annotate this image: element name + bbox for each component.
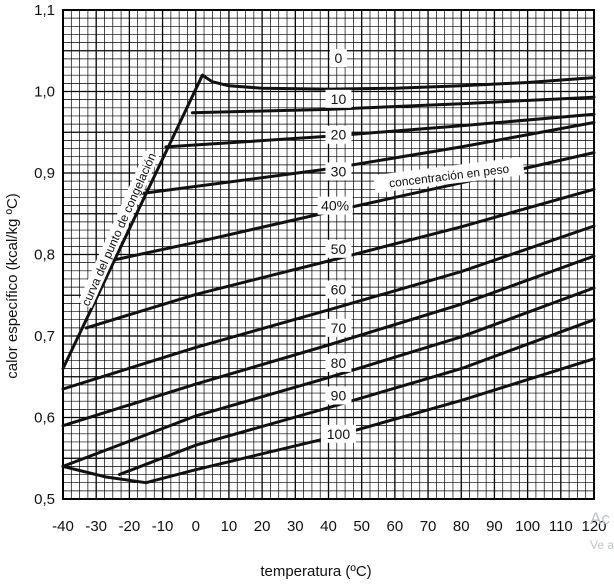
x-tick-label: 50 bbox=[353, 518, 370, 535]
curve-label-50: 50 bbox=[331, 241, 347, 257]
series-line-0 bbox=[200, 73, 596, 91]
x-tick-label: 40 bbox=[320, 518, 337, 535]
curve-label-bg bbox=[325, 318, 352, 337]
freezing-curve-annotation: curva del punto de congelación bbox=[77, 150, 160, 309]
x-tick-label: 0 bbox=[192, 518, 200, 535]
watermark: Ac Ve a bbox=[590, 509, 614, 552]
x-tick-label: 100 bbox=[515, 518, 540, 535]
x-tick-label: 30 bbox=[287, 518, 304, 535]
y-axis-title: calor específico (kcal/kg ºC) bbox=[4, 193, 21, 379]
curve-label-10: 10 bbox=[331, 91, 347, 107]
curve-label-0: 0 bbox=[335, 50, 343, 66]
y-tick-label: 0,6 bbox=[34, 410, 55, 427]
curve-label-bg bbox=[325, 353, 352, 372]
y-tick-label: 0,8 bbox=[34, 247, 55, 264]
curve-label-80: 80 bbox=[331, 355, 347, 371]
x-tick-label: -40 bbox=[52, 518, 74, 535]
curve-label-bg bbox=[317, 196, 353, 215]
curve-label-40: 40% bbox=[321, 198, 349, 214]
plot-frame bbox=[62, 9, 595, 500]
freezing-curve-annotation-text: curva del punto de congelación bbox=[79, 151, 159, 308]
x-tick-label: 60 bbox=[387, 518, 404, 535]
series-line-30 bbox=[141, 121, 596, 195]
x-tick-label: 10 bbox=[221, 518, 238, 535]
x-tick-labels: -40 -30 -20 -10 0 10 20 30 40 50 60 70 80 90 100 110 120 bbox=[52, 518, 606, 535]
series-line-10 bbox=[190, 95, 596, 115]
lower-boundary-line bbox=[61, 464, 148, 485]
x-axis-title: temperatura (ºC) bbox=[260, 563, 371, 580]
curve-label-bg bbox=[325, 386, 352, 405]
watermark-line-1: Ac bbox=[590, 509, 610, 528]
x-tick-label: -20 bbox=[119, 518, 141, 535]
concentration-annotation-bg bbox=[373, 156, 525, 194]
concentration-annotation: concentración en peso bbox=[373, 156, 525, 194]
series-line-70 bbox=[61, 254, 596, 428]
y-tick-label: 1,0 bbox=[34, 84, 55, 101]
curve-label-bg bbox=[325, 125, 352, 144]
curve-label-bg bbox=[320, 424, 356, 443]
curve-label-70: 70 bbox=[331, 320, 347, 336]
curve-label-bg bbox=[325, 239, 352, 258]
freezing-curve-line bbox=[61, 73, 204, 371]
curve-label-bg bbox=[329, 49, 347, 68]
series-line-80 bbox=[61, 286, 596, 468]
y-tick-label: 0,9 bbox=[34, 165, 55, 182]
curve-label-20: 20 bbox=[331, 127, 347, 143]
curve-label-bg bbox=[325, 162, 352, 181]
x-tick-label: 70 bbox=[420, 518, 437, 535]
x-tick-label: -10 bbox=[152, 518, 174, 535]
curve-labels: 0 10 20 30 40% 50 60 70 80 90 100 bbox=[317, 49, 356, 443]
y-tick-label: 0,5 bbox=[34, 491, 55, 508]
x-tick-label: 120 bbox=[581, 518, 606, 535]
curve-label-60: 60 bbox=[331, 282, 347, 298]
curve-label-30: 30 bbox=[331, 163, 347, 179]
curve-label-90: 90 bbox=[331, 387, 347, 403]
x-tick-label: 80 bbox=[453, 518, 470, 535]
x-tick-label: -30 bbox=[85, 518, 107, 535]
freezing-curve-annotation-bg bbox=[77, 150, 160, 309]
curve-label-bg bbox=[325, 280, 352, 299]
y-tick-label: 0,7 bbox=[34, 328, 55, 345]
series-line-60 bbox=[61, 224, 596, 391]
curve-label-bg bbox=[325, 89, 352, 108]
x-tick-label: 20 bbox=[254, 518, 271, 535]
y-tick-labels: 0,5 0,6 0,7 0,8 0,9 1,0 1,1 bbox=[34, 2, 55, 508]
series-line-90 bbox=[117, 318, 596, 476]
curve-label-100: 100 bbox=[327, 426, 351, 442]
series-line-20 bbox=[164, 112, 596, 149]
y-tick-label: 1,1 bbox=[34, 2, 55, 19]
x-tick-label: 110 bbox=[549, 518, 573, 535]
x-tick-label: 90 bbox=[486, 518, 503, 535]
watermark-line-2: Ve a bbox=[590, 538, 614, 552]
series-line-50 bbox=[84, 187, 596, 330]
